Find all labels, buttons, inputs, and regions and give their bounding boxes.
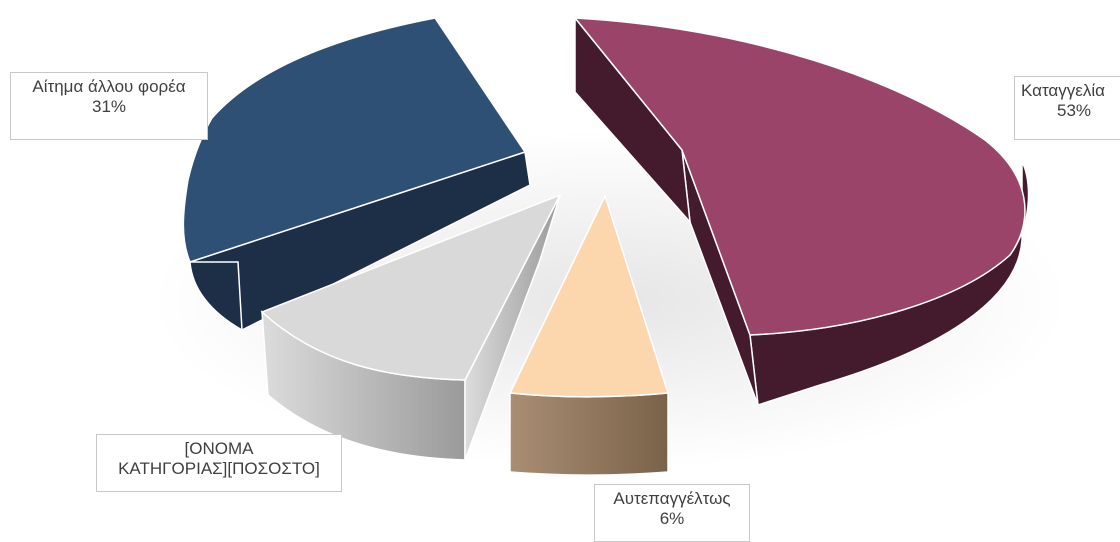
slice-ex-officio-top bbox=[508, 193, 669, 398]
label-placeholder-line2: ΚΑΤΗΓΟΡΙΑΣ][ΠΟΣΟΣΤΟ] bbox=[118, 459, 320, 478]
label-complaint-name: Καταγγελία bbox=[1021, 81, 1105, 100]
label-other-agency-pct: 31% bbox=[91, 97, 127, 116]
label-placeholder-line1: [ΟΝΟΜΑ bbox=[184, 439, 254, 458]
slice-placeholder bbox=[260, 193, 562, 461]
slice-placeholder-top bbox=[260, 193, 562, 381]
slice-ex-officio-side-1 bbox=[509, 392, 669, 476]
label-ex-officio-name: Αυτεπαγγέλτως bbox=[613, 489, 731, 508]
slice-ex-officio bbox=[508, 193, 669, 476]
label-complaint-pct: 53% bbox=[1057, 101, 1092, 120]
slice-complaint-top bbox=[573, 17, 1026, 336]
slice-complaint bbox=[573, 15, 1030, 406]
slice-other-agency-side-2 bbox=[189, 261, 243, 332]
label-other-agency: Αίτημα άλλου φορέα 31% bbox=[10, 72, 208, 140]
label-ex-officio: Αυτεπαγγέλτως 6% bbox=[594, 484, 750, 542]
label-ex-officio-pct: 6% bbox=[659, 509, 685, 528]
label-placeholder: [ΟΝΟΜΑ ΚΑΤΗΓΟΡΙΑΣ][ΠΟΣΟΣΤΟ] bbox=[96, 434, 342, 492]
label-other-agency-name: Αίτημα άλλου φορέα bbox=[32, 77, 186, 96]
slice-other-agency bbox=[182, 17, 531, 332]
label-complaint: Καταγγελία 53% bbox=[1014, 76, 1120, 140]
